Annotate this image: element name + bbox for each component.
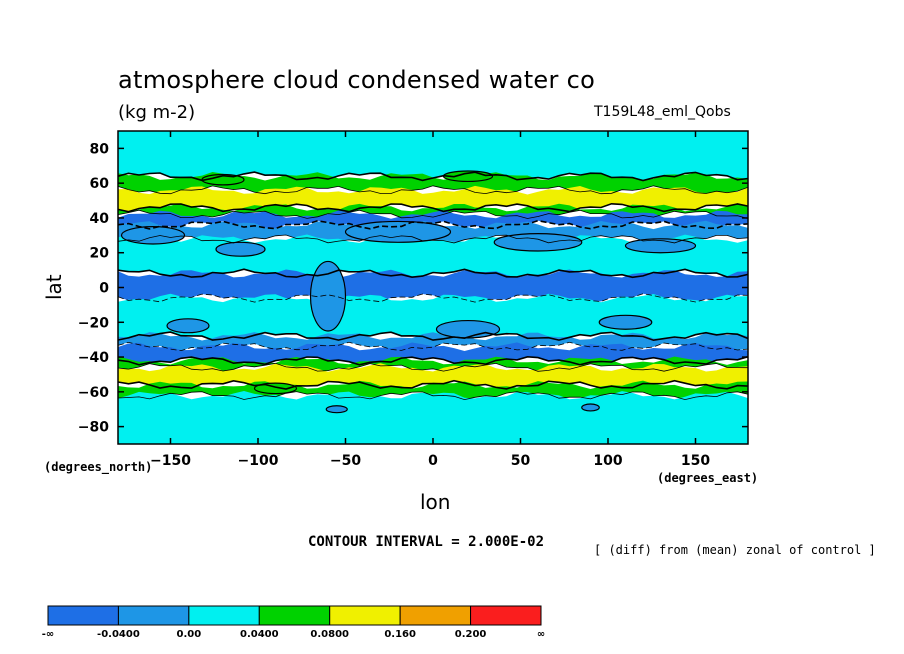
- y-tick-label: 40: [90, 211, 110, 227]
- contour-line: [117, 209, 749, 219]
- zonal-bands: [118, 131, 748, 444]
- contour-line: [117, 355, 749, 366]
- y-tick-label: 20: [90, 246, 110, 262]
- zonal-band: [118, 293, 748, 341]
- contour-line: [117, 341, 749, 352]
- colorbar-swatch: [117, 605, 190, 626]
- colorbar-label: 0.160: [384, 629, 416, 640]
- x-tick-label: −50: [330, 453, 361, 469]
- x-tick-label: −100: [238, 453, 279, 469]
- contour-line: [117, 391, 749, 401]
- colorbar-label: ∞: [537, 629, 545, 640]
- x-unit-label: (degrees_east): [657, 471, 759, 485]
- colorbar-label: -0.0400: [97, 629, 140, 640]
- x-tick-label: 0: [428, 453, 438, 469]
- contour-feature: [493, 232, 583, 252]
- contour-feature: [253, 382, 298, 395]
- contour-line: [117, 234, 749, 244]
- contour-line: [117, 185, 749, 195]
- zonal-band: [118, 172, 748, 194]
- y-tick-label: −40: [78, 350, 109, 366]
- contour-line: [117, 268, 749, 279]
- colorbar-swatch: [188, 605, 260, 626]
- x-tick-label: 150: [681, 453, 710, 469]
- contour-line: [117, 379, 749, 390]
- y-axis-label: lat: [42, 274, 66, 300]
- contour-lines: [117, 171, 749, 401]
- y-tick-label: 80: [90, 141, 110, 157]
- contour-line: [117, 202, 749, 213]
- diff-note: [ (diff) from (mean) zonal of control ]: [594, 543, 876, 557]
- zonal-band: [118, 185, 748, 212]
- colorbar-swatch: [470, 605, 542, 626]
- contour-line: [117, 171, 749, 182]
- run-label: T159L48_eml_Qobs: [594, 104, 731, 120]
- contour-feature: [309, 260, 347, 332]
- zonal-band: [118, 131, 748, 181]
- contour-line: [117, 219, 749, 230]
- x-axis-ticks: −150 −100 −50 0 50 100 150: [150, 131, 710, 469]
- zonal-band: [118, 356, 748, 372]
- colorbar-label: 0.200: [455, 629, 487, 640]
- colorbar-swatch: [47, 605, 119, 626]
- y-tick-label: 60: [90, 176, 110, 192]
- colorbar-swatch: [399, 605, 472, 626]
- y-axis-ticks: 80 60 40 20 0 −20 −40 −60 −80: [78, 141, 748, 436]
- contour-feature: [215, 241, 266, 257]
- contour-feature: [344, 220, 452, 243]
- colorbar-label: 0.0800: [310, 629, 349, 640]
- x-tick-label: 100: [593, 453, 622, 469]
- contour-interval: CONTOUR INTERVAL = 2.000E-02: [308, 534, 545, 550]
- y-tick-label: −80: [78, 420, 109, 436]
- colorbar: -∞ -0.0400 0.00 0.0400 0.0800 0.160 0.200 ∞: [42, 605, 545, 640]
- zonal-band: [118, 234, 748, 278]
- contour-line: [117, 331, 749, 342]
- zonal-band: [118, 269, 748, 303]
- contour-feature: [166, 318, 210, 334]
- contour-feature: [581, 403, 600, 412]
- colorbar-label: 0.0400: [240, 629, 279, 640]
- chart-title: atmosphere cloud condensed water co: [118, 66, 596, 94]
- zonal-band: [118, 391, 748, 444]
- contour-line: [117, 362, 749, 372]
- contour-feature: [435, 319, 501, 339]
- contour-feature: [325, 405, 348, 414]
- y-tick-label: 0: [99, 281, 109, 297]
- colorbar-swatch: [258, 605, 331, 626]
- y-unit-label: (degrees_north): [44, 460, 153, 474]
- contour-feature: [598, 314, 653, 330]
- x-axis-label: lon: [420, 490, 451, 514]
- y-tick-label: −20: [78, 315, 109, 331]
- x-tick-label: −150: [150, 453, 191, 469]
- x-tick-label: 50: [511, 453, 531, 469]
- contour-feature: [120, 226, 186, 245]
- chart-units: (kg m-2): [118, 102, 196, 123]
- y-tick-label: −60: [78, 385, 109, 401]
- colorbar-label: 0.00: [177, 629, 202, 640]
- colorbar-label: -∞: [42, 629, 54, 640]
- contour-feature: [624, 238, 697, 254]
- colorbar-swatch: [329, 605, 401, 626]
